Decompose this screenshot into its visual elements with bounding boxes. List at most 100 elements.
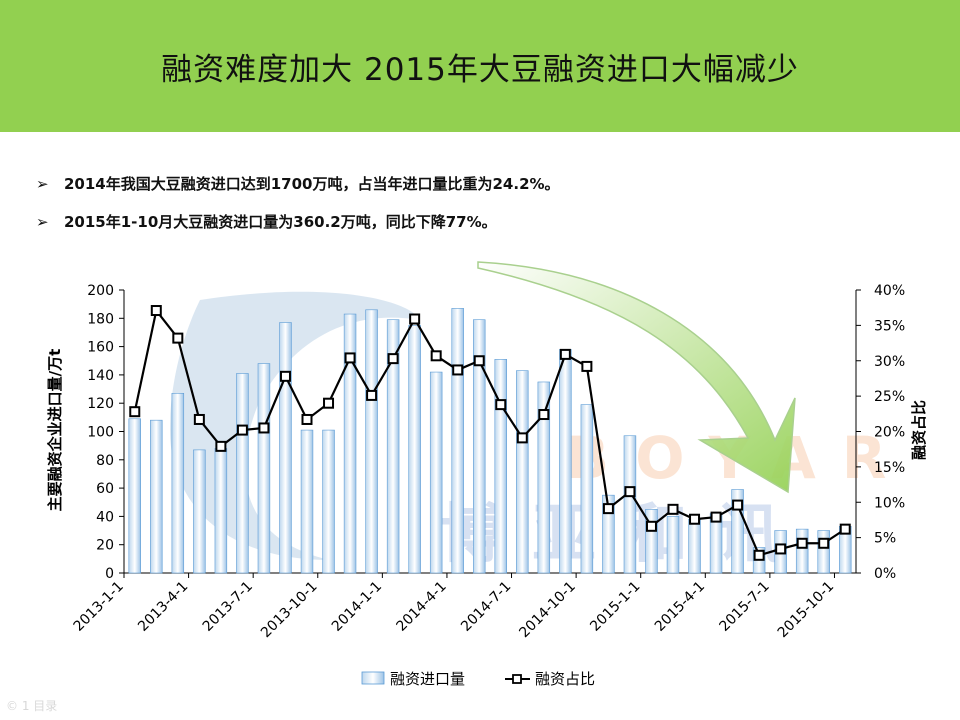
bar [171,392,185,574]
y-tick-label: 0 [105,566,114,582]
y2-tick-label: 20% [874,425,905,441]
y-tick-label: 80 [96,453,114,469]
y-tick-label: 100 [87,425,114,441]
line-marker [452,364,464,376]
y-tick-label: 60 [96,481,114,497]
y-tick-label: 200 [87,283,114,299]
line-marker [559,348,571,360]
bar [688,518,701,574]
line-marker [409,313,421,325]
line-marker [495,399,507,411]
y2-tick-label: 5% [874,531,896,547]
line-marker [732,499,744,511]
bar [193,449,206,574]
watermark-swoosh [170,291,420,560]
line-marker [516,432,528,444]
line-marker [624,486,636,498]
y2-tick-label: 35% [874,318,905,334]
watermark-latin: BOYAR [565,424,912,492]
line-marker [150,305,162,317]
bar [408,325,421,574]
x-tick-label: 2015-4-1 [652,579,708,635]
line-marker [258,422,270,434]
bar [236,373,249,574]
bar [666,516,680,574]
line-marker [753,549,765,561]
bar [365,309,378,574]
footer-text: © 1 目录 [6,699,58,713]
bar [257,363,271,574]
bar [214,448,228,574]
bullet-item: ➢ 2014年我国大豆融资进口达到1700万吨，占当年进口量比重为24.2%。 [36,165,936,203]
line-marker [323,397,335,409]
line-marker [279,370,291,382]
y-tick-label: 160 [87,340,114,356]
bar [322,429,335,574]
left-y-ticks: 0 20 40 60 80 100 120 140 160 180 200 [87,283,124,582]
line-marker [430,350,442,362]
y2-tick-label: 10% [874,495,905,511]
bar-series [128,308,852,574]
line-marker [215,440,227,452]
y2-tick-label: 25% [874,389,905,405]
line-marker [581,360,593,372]
line-marker [710,511,722,523]
bar [300,429,314,574]
y2-axis-label: 融资占比 [910,400,928,460]
line-marker [387,353,399,365]
bar [516,370,529,574]
bar [451,308,464,574]
header-banner [0,0,960,132]
bullet-text: 2014年我国大豆融资进口达到1700万吨，占当年进口量比重为24.2%。 [64,175,560,193]
line-marker [818,537,830,549]
y2-tick-label: 15% [874,460,905,476]
bar [602,494,615,574]
legend-line-label: 融资占比 [535,670,595,688]
x-tick-label: 2013-1-1 [71,579,127,635]
bar [580,404,594,574]
y-tick-label: 180 [87,311,114,327]
legend-line-marker [512,674,522,684]
x-tick-label: 2014-10-1 [516,579,579,642]
arrow-bullet-icon: ➢ [36,213,49,231]
y2-tick-label: 40% [874,283,905,299]
line-marker [645,520,657,532]
x-tick-label: 2015-1-1 [587,579,643,635]
bar [386,319,400,574]
y-tick-label: 120 [87,396,114,412]
x-tick-label: 2014-4-1 [394,579,450,635]
y2-tick-label: 30% [874,354,905,370]
line-marker [473,355,485,367]
line-path [133,307,846,557]
bar [343,313,357,574]
x-tick-label: 2013-7-1 [200,579,256,635]
line-marker [129,406,141,418]
line-marker [775,543,787,555]
bar [128,418,141,574]
line-marker [236,424,248,436]
line-marker [602,503,614,515]
page-title: 融资难度加大 2015年大豆融资进口大幅减少 [161,52,799,88]
y-tick-label: 40 [96,509,114,525]
line-marker [538,409,550,421]
x-tick-label: 2013-4-1 [135,579,191,635]
arrow-bullet-icon: ➢ [36,175,49,193]
line-marker [301,413,313,425]
y-tick-label: 20 [96,538,114,554]
line-marker [796,537,808,549]
bar [473,319,486,574]
bar [279,322,292,574]
bar [537,381,551,574]
bar [795,528,809,574]
bullet-text: 2015年1-10月大豆融资进口量为360.2万吨，同比下降77%。 [64,213,497,231]
bullet-list: ➢ 2014年我国大豆融资进口达到1700万吨，占当年进口量比重为24.2%。 ➢… [36,165,936,241]
y-axis-label: 主要融资企业进口量/万t [46,349,64,512]
trend-arrow-icon [477,261,796,494]
x-tick-label: 2015-10-1 [775,579,838,642]
legend-bar-label: 融资进口量 [390,670,465,688]
bar [559,349,572,574]
line-marker [172,332,184,344]
bar [150,419,163,574]
right-y-ticks: 0% 5% 10% 15% 20% 25% 30% 35% 40% [856,283,905,582]
line-marker [689,513,701,525]
